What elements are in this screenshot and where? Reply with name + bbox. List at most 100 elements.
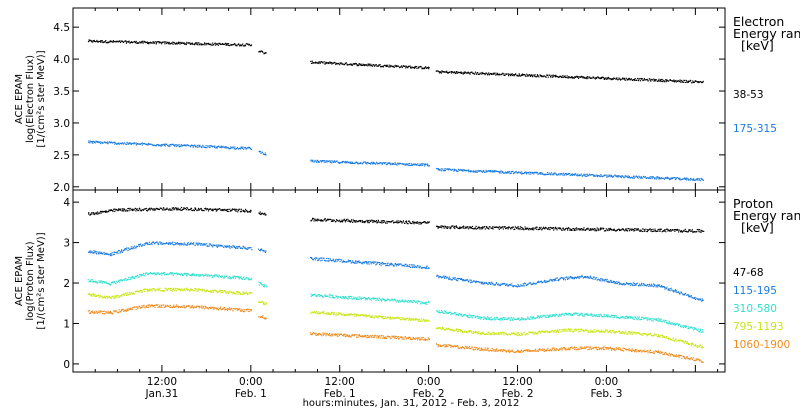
- proton-point: [327, 295, 329, 297]
- proton-point: [243, 291, 245, 294]
- proton-point: [317, 294, 319, 296]
- proton-point: [514, 228, 516, 230]
- proton-point: [405, 221, 407, 223]
- electron-point: [449, 71, 451, 73]
- proton-point: [625, 229, 627, 231]
- proton-point: [527, 228, 529, 230]
- proton-point: [502, 319, 504, 321]
- proton-point: [597, 316, 599, 318]
- proton-point: [221, 209, 223, 211]
- proton-point: [224, 276, 226, 278]
- proton-point: [122, 210, 124, 212]
- proton-point: [561, 313, 563, 315]
- electron-point: [493, 73, 495, 75]
- proton-point: [122, 249, 125, 251]
- proton-point: [566, 313, 568, 315]
- proton-point: [523, 318, 525, 320]
- proton-point: [640, 285, 642, 287]
- proton-point: [138, 276, 140, 278]
- proton-point: [162, 290, 164, 292]
- proton-point: [469, 279, 471, 281]
- proton-point: [661, 284, 663, 287]
- electron-point: [564, 173, 566, 175]
- proton-point: [220, 244, 222, 246]
- proton-point: [581, 314, 583, 316]
- electron-point: [510, 172, 512, 174]
- proton-point: [159, 273, 161, 275]
- electron-point: [102, 142, 104, 144]
- proton-point: [561, 229, 563, 231]
- proton-point: [490, 316, 492, 318]
- proton-point: [222, 277, 224, 279]
- electron-point: [406, 164, 409, 166]
- proton-point: [455, 329, 457, 331]
- electron-point: [96, 40, 98, 43]
- proton-point: [489, 226, 491, 228]
- proton-point: [652, 320, 654, 322]
- proton-point: [362, 261, 365, 263]
- proton-point: [542, 226, 545, 228]
- proton-point: [182, 208, 184, 210]
- electron-point: [374, 162, 376, 164]
- electron-point: [589, 77, 592, 79]
- proton-point: [313, 312, 315, 314]
- proton-point: [116, 281, 118, 283]
- electron-point: [237, 44, 239, 46]
- proton-point: [576, 276, 578, 279]
- electron-point: [489, 73, 491, 76]
- electron-point: [144, 143, 146, 145]
- electron-point: [444, 71, 446, 73]
- proton-point: [190, 274, 192, 276]
- electron-point: [101, 141, 103, 144]
- proton-point: [534, 227, 536, 229]
- electron-point: [167, 42, 169, 44]
- proton-point: [310, 312, 312, 314]
- electron-point: [524, 74, 526, 76]
- proton-point: [155, 242, 157, 244]
- electron-point: [149, 41, 151, 43]
- proton-point: [396, 222, 399, 224]
- proton-point: [436, 275, 438, 277]
- proton-point: [423, 221, 425, 223]
- proton-point: [546, 281, 548, 283]
- proton-point: [88, 213, 90, 215]
- electron-point: [544, 174, 546, 176]
- proton-point: [534, 317, 536, 319]
- proton-point: [683, 326, 685, 329]
- proton-point: [416, 300, 418, 302]
- proton-point: [382, 261, 384, 264]
- electron-point: [582, 174, 584, 176]
- electron-point: [234, 148, 237, 150]
- electron-point: [631, 176, 633, 178]
- proton-point: [394, 317, 396, 319]
- electron-point: [261, 151, 263, 153]
- electron-point: [241, 147, 243, 149]
- proton-point: [573, 278, 575, 280]
- proton-point: [453, 330, 455, 332]
- proton-point: [409, 266, 412, 268]
- electron-point: [654, 177, 656, 179]
- proton-point: [384, 300, 386, 302]
- electron-point: [641, 78, 643, 80]
- electron-point: [498, 171, 500, 173]
- proton-point: [227, 245, 229, 247]
- proton-point: [494, 226, 496, 228]
- proton-point: [623, 229, 625, 231]
- proton-point: [427, 221, 429, 223]
- electron-point: [538, 76, 540, 78]
- electron-point: [391, 163, 393, 165]
- electron-point: [462, 72, 464, 74]
- electron-point: [197, 146, 199, 148]
- proton-point: [90, 250, 92, 252]
- electron-point: [395, 163, 397, 165]
- electron-point: [488, 170, 490, 172]
- electron-point: [135, 144, 137, 146]
- proton-point: [474, 228, 476, 230]
- proton-point: [118, 209, 120, 211]
- proton-point: [94, 295, 96, 297]
- proton-point: [94, 250, 96, 252]
- electron-point: [618, 176, 620, 178]
- proton-point: [573, 228, 575, 230]
- electron-point: [178, 42, 180, 45]
- proton-point: [670, 323, 672, 326]
